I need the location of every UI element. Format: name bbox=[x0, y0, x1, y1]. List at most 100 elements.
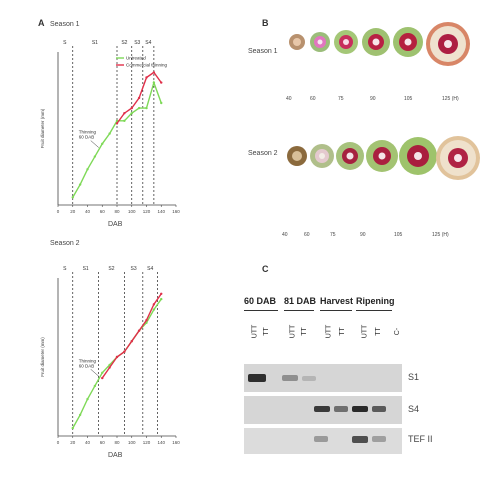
panel-b-letter: B bbox=[262, 18, 269, 28]
data-point bbox=[108, 366, 111, 369]
underline bbox=[284, 310, 314, 311]
chart2-svg: 0 20 40 60 80 100 120 140 160 Fruit diameter (mm)… bbox=[40, 266, 180, 445]
gel-band bbox=[314, 406, 330, 412]
y-axis-label: Fruit diameter (mm) bbox=[40, 108, 45, 148]
data-point bbox=[101, 142, 104, 145]
x-tick-label: 140 bbox=[157, 209, 165, 214]
chart1-svg: 0 20 40 60 80 100 120 140 160 Fruit diameter (mm)… bbox=[40, 40, 180, 214]
fruit-s1-6 bbox=[426, 22, 470, 66]
underline bbox=[320, 310, 352, 311]
data-point bbox=[93, 155, 97, 158]
caption: 75 bbox=[338, 96, 344, 102]
x-tick-label: 140 bbox=[157, 440, 165, 445]
gel-band bbox=[314, 436, 328, 442]
stage-label: S1 bbox=[83, 266, 89, 272]
data-point bbox=[152, 308, 156, 311]
stage-label: S2 bbox=[121, 40, 127, 46]
gel-label-s4: S4 bbox=[408, 404, 420, 414]
x-tick-label: 60 bbox=[100, 209, 106, 214]
fruit-s2-1 bbox=[287, 146, 307, 166]
chart2-title: Season 2 bbox=[50, 240, 80, 247]
gel-row-s1 bbox=[244, 364, 402, 392]
x-tick-label: 80 bbox=[114, 440, 120, 445]
stage-label: S2 bbox=[108, 266, 114, 272]
panel-c-letter: C bbox=[262, 264, 269, 274]
data-point bbox=[137, 96, 141, 100]
data-point bbox=[123, 119, 126, 123]
gel-band bbox=[352, 406, 368, 412]
group-ripening: Ripening bbox=[356, 296, 395, 306]
fruit-s2-5 bbox=[399, 137, 437, 175]
lane-label: TT bbox=[262, 327, 270, 336]
data-point bbox=[160, 81, 163, 84]
caption: 40 bbox=[286, 96, 292, 102]
x-tick-label: 120 bbox=[143, 209, 151, 214]
gel-row-tef bbox=[244, 428, 402, 454]
gel-band bbox=[248, 374, 266, 382]
fruit-s1-3 bbox=[334, 30, 358, 54]
fruit-photos bbox=[287, 22, 480, 180]
panel-a-letter: A bbox=[38, 18, 45, 28]
data-point bbox=[86, 397, 89, 401]
data-point bbox=[78, 183, 82, 186]
lane-label: UTT bbox=[325, 324, 333, 339]
data-point bbox=[152, 303, 156, 306]
caption: 125 (H) bbox=[432, 232, 449, 238]
x-tick-label: 0 bbox=[57, 440, 60, 445]
fruit-s2-6 bbox=[436, 136, 480, 180]
data-point bbox=[137, 106, 141, 110]
x-tick-label: 20 bbox=[70, 209, 76, 214]
thinning-annotation: 60 DAB bbox=[79, 363, 95, 368]
fruit-s2-3 bbox=[336, 142, 364, 170]
gel-band bbox=[352, 436, 368, 443]
fruit-s2-2 bbox=[310, 144, 334, 168]
thinning-annotation: 60 DAB bbox=[79, 135, 95, 140]
legend-label: Untreated bbox=[126, 56, 146, 61]
chart2-xlabel: DAB bbox=[108, 452, 123, 459]
caption: 90 bbox=[370, 96, 376, 102]
x-tick-label: 60 bbox=[100, 440, 106, 445]
y-axis-label: Fruit diameter (mm) bbox=[40, 337, 45, 377]
season2-row-label: Season 2 bbox=[248, 150, 278, 157]
fruit-s2-4 bbox=[366, 140, 398, 172]
x-tick-label: 100 bbox=[128, 209, 136, 214]
season2-captions: 40 60 75 90 105 125 (H) bbox=[282, 232, 480, 242]
chart1-title: Season 1 bbox=[50, 21, 80, 28]
fruit-s1-5 bbox=[393, 27, 423, 57]
data-point bbox=[152, 71, 156, 74]
lane-label: TT bbox=[300, 327, 308, 336]
stage-label: S4 bbox=[147, 266, 153, 272]
data-point bbox=[145, 76, 148, 79]
data-point bbox=[71, 426, 74, 430]
lane-label: C- bbox=[394, 327, 402, 336]
group-60dab: 60 DAB bbox=[244, 296, 277, 306]
stage-label: S bbox=[63, 40, 67, 46]
fruit-s1-4 bbox=[362, 28, 390, 56]
lane-label: TT bbox=[374, 327, 382, 336]
caption: 60 bbox=[304, 232, 310, 238]
lane-label: UTT bbox=[289, 324, 297, 339]
stage-label: S3 bbox=[131, 266, 137, 272]
stage-label: S bbox=[63, 266, 67, 272]
legend-label: Commercial thinning bbox=[126, 63, 168, 68]
stage-label: S3 bbox=[134, 40, 140, 46]
lane-label: TT bbox=[338, 327, 346, 336]
caption: 125 (H) bbox=[442, 96, 459, 102]
lane-label: UTT bbox=[361, 324, 369, 339]
x-tick-label: 80 bbox=[114, 209, 120, 214]
data-point bbox=[108, 132, 111, 135]
x-tick-label: 40 bbox=[85, 440, 91, 445]
gel-band bbox=[334, 406, 348, 412]
series-line bbox=[101, 293, 162, 379]
data-point bbox=[160, 101, 163, 105]
data-point bbox=[101, 371, 104, 374]
x-tick-label: 160 bbox=[172, 209, 180, 214]
gel-group-headers: 60 DAB 81 DAB Harvest Ripening bbox=[244, 296, 416, 312]
gel-band bbox=[282, 375, 298, 381]
caption: 60 bbox=[310, 96, 316, 102]
lane-label: UTT bbox=[251, 324, 259, 339]
lane-labels: UTT TT UTT TT UTT TT UTT TT C- bbox=[244, 314, 414, 358]
gel-band bbox=[372, 436, 386, 442]
data-point bbox=[115, 355, 119, 359]
data-point bbox=[152, 81, 156, 84]
